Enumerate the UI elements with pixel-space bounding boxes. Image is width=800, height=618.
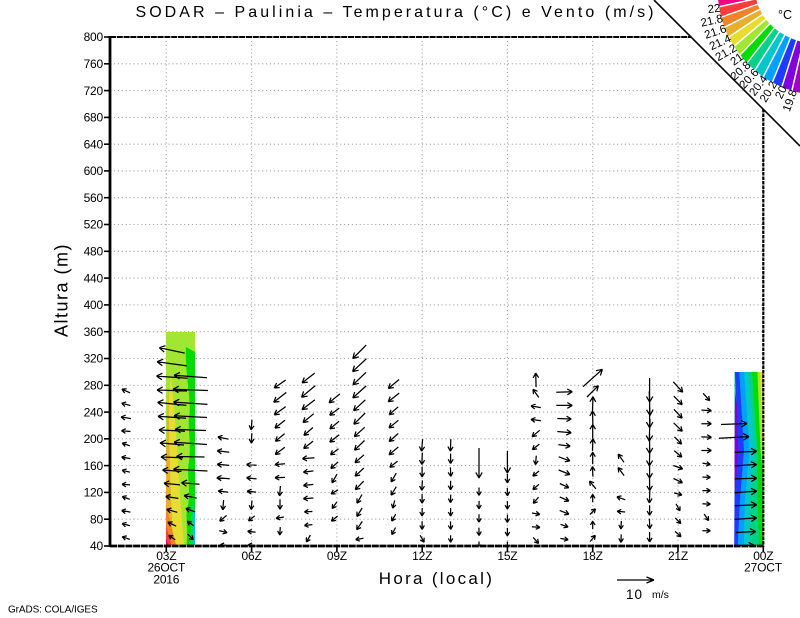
- svg-text:600: 600: [84, 164, 104, 178]
- svg-text:Hora (local): Hora (local): [379, 569, 494, 588]
- svg-text:760: 760: [84, 57, 104, 71]
- svg-text:80: 80: [90, 512, 103, 526]
- svg-text:22: 22: [707, 3, 721, 16]
- svg-text:03Z: 03Z: [156, 549, 176, 563]
- svg-text:2016: 2016: [153, 573, 179, 587]
- svg-text:27OCT: 27OCT: [744, 561, 783, 575]
- svg-text:720: 720: [84, 84, 104, 98]
- svg-text:10: 10: [626, 587, 643, 602]
- svg-text:520: 520: [84, 218, 104, 232]
- svg-text:15Z: 15Z: [497, 549, 517, 563]
- svg-text:320: 320: [84, 352, 104, 366]
- svg-text:20: 20: [773, 84, 789, 101]
- svg-text:18Z: 18Z: [583, 549, 603, 563]
- svg-text:GrADS: COLA/IGES: GrADS: COLA/IGES: [8, 605, 98, 616]
- svg-text:09Z: 09Z: [327, 549, 347, 563]
- svg-text:Altura (m): Altura (m): [52, 243, 72, 337]
- svg-text:120: 120: [84, 486, 104, 500]
- svg-text:560: 560: [84, 191, 104, 205]
- svg-text:40: 40: [90, 539, 103, 553]
- svg-text:12Z: 12Z: [412, 549, 432, 563]
- svg-text:360: 360: [84, 325, 104, 339]
- svg-text:160: 160: [84, 459, 104, 473]
- svg-text:640: 640: [84, 137, 104, 151]
- svg-text:800: 800: [84, 30, 104, 44]
- svg-text:21.8: 21.8: [700, 13, 724, 30]
- svg-text:440: 440: [84, 271, 104, 285]
- svg-text:240: 240: [84, 405, 104, 419]
- svg-text:SODAR – Paulinia – Temperatura: SODAR – Paulinia – Temperatura (°C) e Ve…: [135, 4, 656, 21]
- svg-text:00Z: 00Z: [753, 549, 773, 563]
- svg-text:°C: °C: [778, 8, 792, 22]
- svg-text:200: 200: [84, 432, 104, 446]
- svg-text:21Z: 21Z: [668, 549, 688, 563]
- svg-text:680: 680: [84, 111, 104, 125]
- svg-text:m/s: m/s: [652, 589, 669, 601]
- svg-text:480: 480: [84, 245, 104, 259]
- svg-text:280: 280: [84, 379, 104, 393]
- svg-text:06Z: 06Z: [242, 549, 262, 563]
- svg-text:26OCT: 26OCT: [147, 561, 186, 575]
- svg-text:400: 400: [84, 298, 104, 312]
